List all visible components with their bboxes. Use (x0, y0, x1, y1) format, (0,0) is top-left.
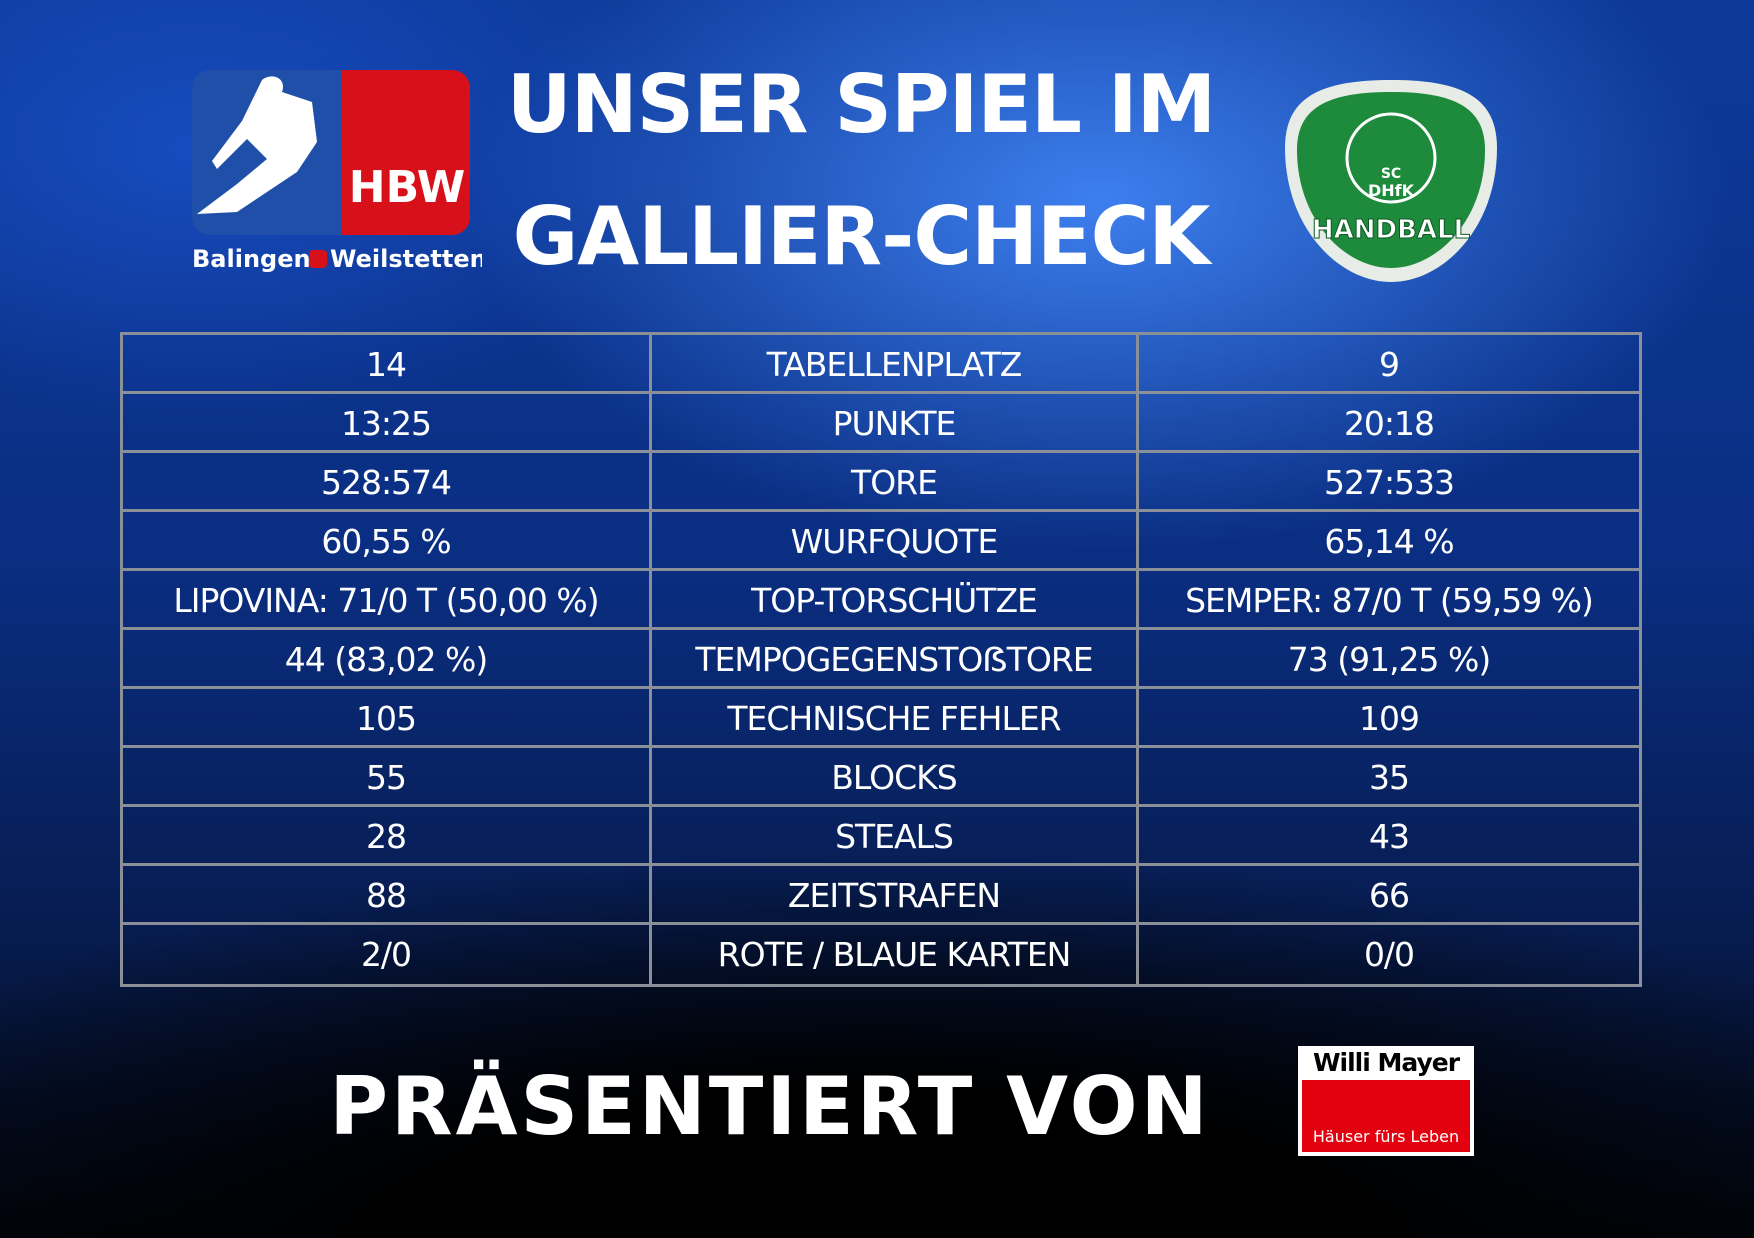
stat-value: 528:574 (123, 453, 652, 512)
stat-label: BLOCKS (652, 748, 1139, 807)
stat-label: ZEITSTRAFEN (652, 866, 1139, 925)
sponsor-logo: Willi Mayer Häuser fürs Leben (1298, 1046, 1474, 1156)
stat-label: PUNKTE (652, 394, 1139, 453)
stat-value: 60,55 % (123, 512, 652, 571)
sponsor-name: Willi Mayer (1312, 1048, 1460, 1077)
logo-red (342, 70, 470, 235)
stat-value: SEMPER: 87/0 T (59,59 %) (1139, 571, 1639, 630)
stat-label: STEALS (652, 807, 1139, 866)
stat-label: TOP-TORSCHÜTZE (652, 571, 1139, 630)
stat-value: 55 (123, 748, 652, 807)
stat-value: 35 (1139, 748, 1639, 807)
shield (1297, 92, 1485, 268)
logo-text: SC (1381, 166, 1401, 182)
stat-value: 9 (1139, 335, 1639, 394)
stat-label: TECHNISCHE FEHLER (652, 689, 1139, 748)
stat-value: 44 (83,02 %) (123, 630, 652, 689)
stat-value: 28 (123, 807, 652, 866)
logo-city: Weilstetten (330, 245, 482, 273)
stats-table: 14 TABELLENPLATZ 9 13:25 PUNKTE 20:18 528:574 T… (120, 332, 1642, 987)
stat-value: 43 (1139, 807, 1639, 866)
cross-icon (309, 250, 327, 268)
player-icon (197, 76, 317, 214)
away-logo: SC DHfK HANDBALL (1285, 80, 1497, 282)
stat-label: TEMPOGEGENSTOẞTORE (652, 630, 1139, 689)
stat-value: LIPOVINA: 71/0 T (50,00 %) (123, 571, 652, 630)
stat-value: 13:25 (123, 394, 652, 453)
stat-value: 66 (1139, 866, 1639, 925)
stat-label: WURFQUOTE (652, 512, 1139, 571)
logo-text: HANDBALL (1312, 215, 1470, 245)
logo-city: Balingen (192, 245, 311, 273)
stat-value: 527:533 (1139, 453, 1639, 512)
footer-text: PRÄSENTIERT VON (329, 1060, 1211, 1153)
stat-value: 65,14 % (1139, 512, 1639, 571)
logo-text: DHfK (1368, 181, 1415, 200)
stat-label: TABELLENPLATZ (652, 335, 1139, 394)
logo-abbr: HBW (349, 162, 466, 213)
home-logo: HBW Balingen Weilstetten (192, 70, 482, 273)
stat-value: 2/0 (123, 925, 652, 984)
stat-value: 20:18 (1139, 394, 1639, 453)
sponsor-slogan: Häuser fürs Leben (1302, 1080, 1470, 1152)
stat-value: 73 (91,25 %) (1139, 630, 1639, 689)
stat-value: 105 (123, 689, 652, 748)
stat-value: 0/0 (1363, 935, 1415, 974)
title-line: UNSER SPIEL IM (506, 58, 1217, 151)
stat-value: 14 (123, 335, 652, 394)
stat-label: ROTE / BLAUE KARTEN (652, 925, 1139, 984)
stat-value: 109 (1139, 689, 1639, 748)
stat-label: TORE (652, 453, 1139, 512)
title-line: GALLIER-CHECK (512, 190, 1211, 283)
wreath (1345, 112, 1437, 204)
stat-value: 88 (123, 866, 652, 925)
